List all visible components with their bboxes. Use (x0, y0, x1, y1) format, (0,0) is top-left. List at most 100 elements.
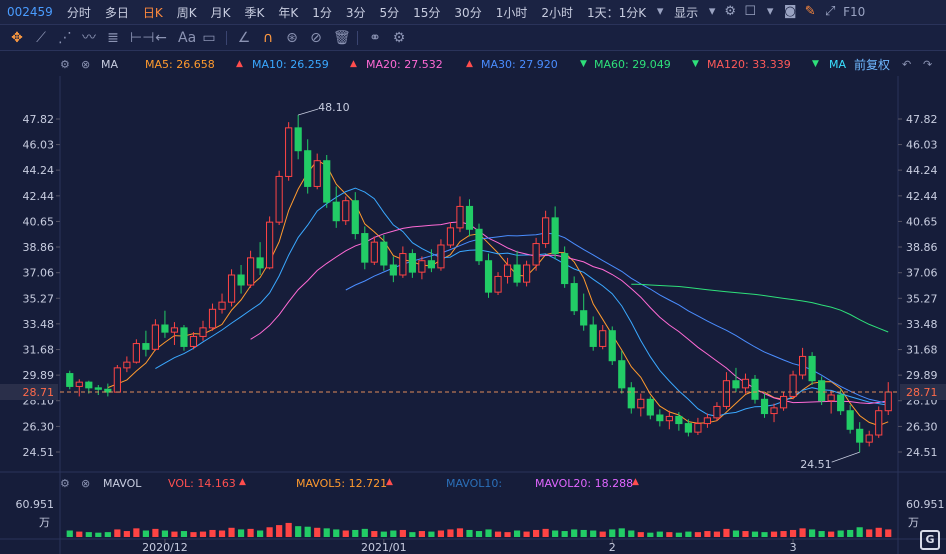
volume-bar (85, 532, 92, 537)
candle-body (208, 308, 217, 329)
ma10-line (155, 187, 889, 417)
fibonacci-icon[interactable]: ≣ (107, 29, 119, 46)
camera-icon[interactable]: ◙ (783, 4, 797, 19)
volume-bar (418, 531, 425, 537)
gear-icon[interactable]: ⚙ (724, 4, 736, 19)
candle-body (285, 127, 293, 177)
comment-icon[interactable]: ▭ (202, 29, 216, 46)
settings-icon[interactable]: ⚙ (60, 57, 70, 71)
volume-bar (789, 529, 797, 537)
period-tab[interactable]: 5分 (379, 5, 400, 20)
period-dropdown[interactable]: 1天：1分K (586, 5, 647, 20)
high-pointer (298, 108, 319, 116)
candle-body (503, 264, 512, 277)
period-tab[interactable]: 月K (210, 5, 231, 20)
divider (226, 30, 227, 45)
ma20-arrow: ▲ (466, 59, 473, 69)
candle-body (751, 378, 759, 400)
fullscreen-icon[interactable]: ⤢ (824, 4, 836, 19)
ma120-label: MA120: 33.339 (707, 57, 791, 71)
y-tick-label: 42.44 (23, 190, 55, 203)
period-tab-active[interactable]: 日K (142, 5, 163, 20)
period-tab[interactable]: 30分 (454, 5, 482, 20)
lock-icon[interactable]: ⊛ (286, 29, 298, 46)
volume-bar (314, 527, 321, 537)
volume-bar (713, 531, 721, 537)
pencil-icon[interactable]: ✎ (804, 4, 816, 19)
candle-body (94, 387, 102, 390)
volume-bar (647, 532, 654, 537)
y-tick-label: 38.86 (906, 241, 938, 254)
chevron-down-icon[interactable]: ▾ (708, 4, 716, 19)
vol-arrow: ▲ (239, 477, 246, 487)
range-icon[interactable]: ⊢⊣ (130, 29, 155, 46)
text-tool-icon[interactable]: Aa (178, 29, 197, 46)
trash-icon[interactable]: 🗑 (333, 29, 351, 46)
period-tab[interactable]: 分时 (66, 5, 91, 20)
period-tab[interactable]: 多日 (104, 5, 129, 20)
candle-body (827, 394, 835, 402)
display-dropdown[interactable]: 显示 (674, 5, 699, 20)
undo-icon[interactable]: ↶ (902, 57, 912, 71)
volume-bar (371, 531, 378, 537)
y-tick-label: 44.24 (906, 164, 938, 177)
move-icon[interactable]: ✥ (11, 29, 23, 46)
period-tab[interactable]: 1小时 (495, 5, 528, 20)
candle-body (180, 327, 188, 347)
channel-tool-icon[interactable]: ⋰ (58, 29, 72, 46)
y-tick-label: 44.24 (23, 164, 55, 177)
volume-bar (209, 529, 216, 537)
period-tab[interactable]: 3分 (345, 5, 366, 20)
period-tab[interactable]: 季K (244, 5, 265, 20)
volume-bar (704, 531, 711, 537)
stock-code[interactable]: 002459 (7, 5, 53, 19)
ma60-line (631, 283, 889, 333)
y-tick-label: 28.10 (906, 395, 938, 408)
volume-bar (333, 529, 340, 537)
candle-body (656, 414, 664, 422)
magnet-icon[interactable]: ∩ (262, 29, 274, 46)
y-tick-label: 37.06 (906, 267, 938, 280)
candle-body (599, 330, 607, 347)
chevron-down-icon[interactable]: ▾ (766, 4, 774, 19)
chevron-down-icon[interactable]: ▾ (656, 4, 664, 19)
candle-body (418, 260, 426, 273)
period-tab[interactable]: 2小时 (541, 5, 573, 20)
candle-body (246, 257, 255, 286)
volume-bar (818, 531, 825, 537)
gear-icon[interactable]: ⚙ (392, 29, 406, 46)
candle-body (770, 407, 778, 415)
ma30-arrow: ▼ (580, 59, 587, 69)
candle-body (370, 241, 378, 263)
candle-body (427, 260, 436, 269)
ma5-line (107, 159, 889, 427)
line-tool-icon[interactable]: ⟋ (36, 29, 46, 46)
volume-bar (685, 531, 692, 537)
hide-icon[interactable]: ⊘ (310, 29, 322, 46)
f10-button[interactable]: F10 (843, 5, 866, 19)
candle-body (875, 410, 883, 436)
redo-icon[interactable]: ↷ (923, 57, 933, 71)
close-icon[interactable]: ⊗ (81, 477, 91, 490)
fq-button[interactable]: 前复权 (854, 57, 891, 72)
wave-tool-icon[interactable]: 〰 (82, 29, 96, 46)
settings-icon[interactable]: ⚙ (60, 477, 70, 490)
period-tab[interactable]: 年K (278, 5, 299, 20)
ma30-label: MA30: 27.920 (481, 57, 558, 71)
link-icon[interactable]: ⚭ (369, 29, 381, 46)
candle-body (484, 260, 493, 293)
candle-body (675, 415, 683, 425)
x-tick-label: 3 (790, 541, 797, 554)
period-tab[interactable]: 周K (176, 5, 197, 20)
checkbox-icon[interactable]: ☐ (744, 4, 756, 19)
mavol20-label: MAVOL20: 18.288 (535, 477, 634, 490)
volume-bar (780, 531, 787, 537)
close-icon[interactable]: ⊗ (81, 57, 91, 71)
period-tab[interactable]: 15分 (413, 5, 441, 20)
candle-body (123, 361, 131, 369)
arrow-left-icon[interactable]: ← (155, 29, 167, 46)
ruler-icon[interactable]: ∠ (237, 29, 251, 46)
candle-body (399, 253, 407, 276)
y-tick-label: 40.65 (23, 215, 55, 228)
period-tab[interactable]: 1分 (312, 5, 332, 20)
